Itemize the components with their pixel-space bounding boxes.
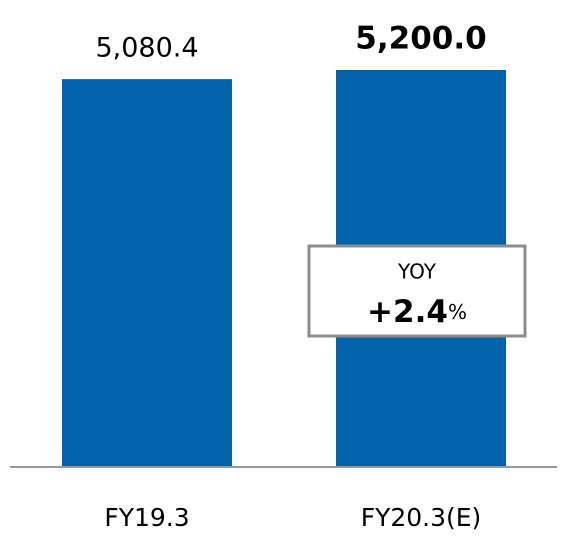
yoy-value: +2.4 — [367, 294, 448, 330]
yoy-frame — [307, 244, 527, 338]
bar — [62, 79, 232, 468]
value-label: 5,200.0 — [355, 21, 486, 57]
x-tick-label: FY19.3 — [104, 503, 189, 532]
yoy-label: YOY — [397, 260, 437, 284]
yoy-value-line: +2.4% — [367, 294, 467, 330]
x-tick-label: FY20.3(E) — [361, 503, 482, 532]
yoy-box: YOY +2.4% — [307, 244, 527, 338]
yoy-unit: % — [448, 300, 467, 324]
value-label: 5,080.4 — [95, 33, 198, 64]
